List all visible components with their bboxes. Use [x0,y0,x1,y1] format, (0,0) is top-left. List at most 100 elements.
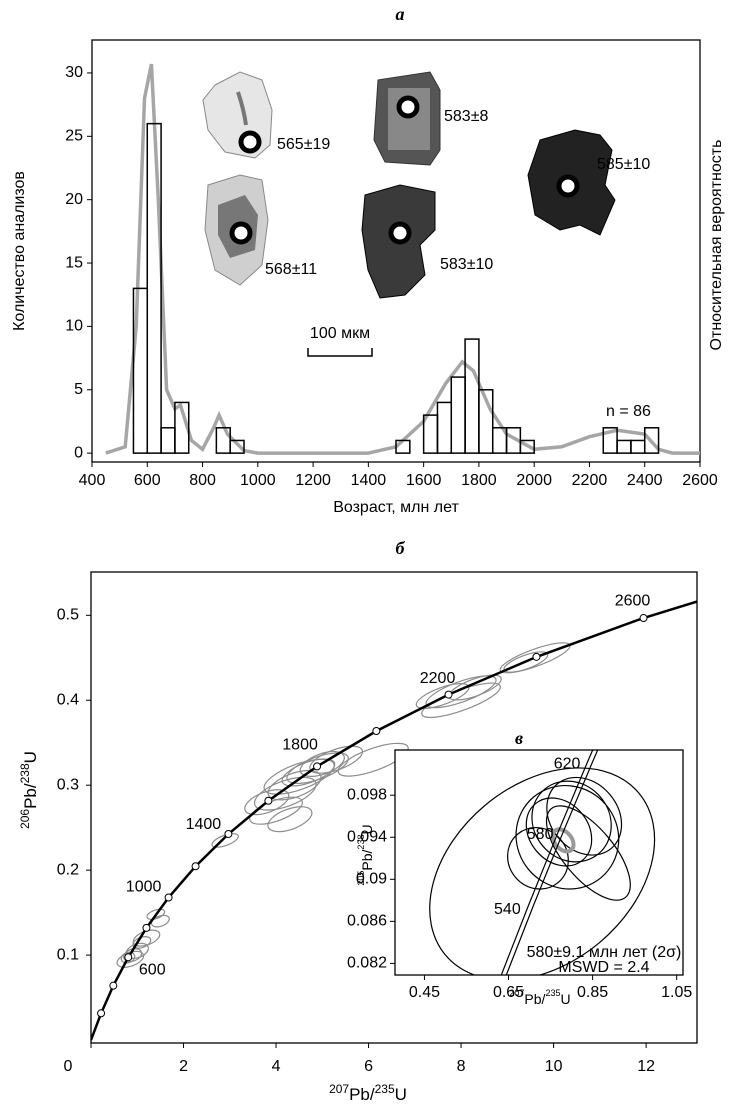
x-tick-label: 4 [272,1058,281,1075]
error-ellipse [337,742,409,777]
plot-frame [90,571,698,1044]
grain-age: 568±11 [265,261,317,278]
age-marker [532,652,541,661]
y-tick-label: 30 [65,64,83,81]
age-label: 600 [139,961,166,978]
grain-age: 583±10 [440,256,493,273]
age-marker [124,953,133,962]
spot [388,221,412,245]
age-marker [224,829,233,838]
age-marker [264,796,273,805]
mean-ellipse [550,827,576,854]
x-axis-label: Возраст, млн лет [333,499,459,516]
axis-label-sup: 207 [329,1082,349,1096]
inset-background [395,750,683,975]
grain-age: 565±19 [277,136,330,153]
error-ellipse [146,908,166,921]
bar [146,122,162,454]
age-label: 620 [554,755,581,772]
y-tick-label: 0.098 [347,786,387,803]
x-tick-label: 2600 [682,472,718,489]
y-tick-label: 0.4 [57,691,79,708]
annotation: MSWD = 2.4 [558,959,649,976]
error-ellipse [286,752,349,784]
age-label: 540 [494,901,521,918]
axis-label-sup: 238 [356,835,366,850]
axis-label-part: U [560,991,570,1007]
inset-plot [429,750,656,975]
age-marker [313,762,322,771]
axis-label-sup: 235 [375,1082,395,1096]
error-ellipse [150,914,170,928]
error-ellipse [545,805,631,901]
age-label: 1400 [186,816,222,833]
error-ellipse [253,776,317,811]
x-tick-label: 1200 [295,472,331,489]
grain-age: 583±8 [444,108,488,125]
x-tick-label: 2000 [516,472,552,489]
error-ellipse [299,750,345,777]
x-tick-label: 1000 [240,472,276,489]
spot [396,95,420,119]
chart-title: в [515,728,523,748]
x-tick-label: 600 [134,472,161,489]
grain-detail [236,91,248,126]
axis-label: 207Pb/235U [509,988,570,1006]
axis-label-part: Pb/ [524,991,545,1007]
bar [464,338,480,454]
x-tick-label: 0.65 [493,984,524,1001]
x-tick-label: 800 [189,472,216,489]
y-tick-label: 5 [74,381,83,398]
axis-label-sup: 205 [356,871,366,886]
axis-label-part: Pb/ [349,1085,375,1104]
bar [436,401,453,454]
axis-label-part: Pb/ [21,783,40,809]
error-ellipse [309,745,364,774]
axis-label-part: U [359,824,375,834]
error-ellipse [429,767,656,975]
x-tick-label: 0.45 [409,984,440,1001]
annotation: 580±9.1 млн лет (2σ) [527,944,682,961]
axis-label-sup: 207 [509,988,524,998]
bar [160,427,176,454]
bar [478,389,494,454]
age-marker [97,1009,106,1018]
probability-curve [105,63,700,455]
axis-label: 207Pb/235U [329,1082,407,1104]
bar [395,439,411,454]
concordia-line [505,750,599,975]
y-tick-label: 0.3 [57,776,79,793]
error-ellipse [249,796,303,825]
x-tick-label: 0.85 [577,984,608,1001]
chart-title: б [396,538,406,558]
scale-bar-label: 100 мкм [310,325,370,342]
axis-label-sup: 206 [18,809,32,829]
bar [229,439,245,454]
plot-frame [91,39,701,463]
age-label: 580 [527,826,554,843]
y-tick-label: 0 [74,444,83,461]
y-tick-label: 0.082 [347,955,387,972]
age-label: 2200 [420,670,456,687]
age-label: 1800 [282,737,318,754]
error-ellipse [531,780,612,863]
bar [630,439,646,454]
grain-images: 565±19 583±8 585±10 568±11 583±10 100 мк… [202,71,650,357]
y-tick-label: 0.094 [347,828,387,845]
axis-label: 205Pb/238U [356,824,374,885]
age-marker [444,690,453,699]
scale-bar [307,348,373,357]
y2-axis-label: Относительная вероятность [708,140,725,351]
axis-label: 206Pb/238U [18,751,40,829]
x-tick-label: 400 [79,472,106,489]
axis-label-part: Pb/ [359,849,375,870]
x-tick-label: 10 [545,1058,563,1075]
y-tick-label: 10 [65,318,83,335]
x-tick-label: 6 [364,1058,373,1075]
x-tick-label: 2200 [572,472,608,489]
age-marker [372,727,381,736]
error-ellipse [267,806,313,833]
bar [450,376,466,454]
age-marker [639,614,648,623]
